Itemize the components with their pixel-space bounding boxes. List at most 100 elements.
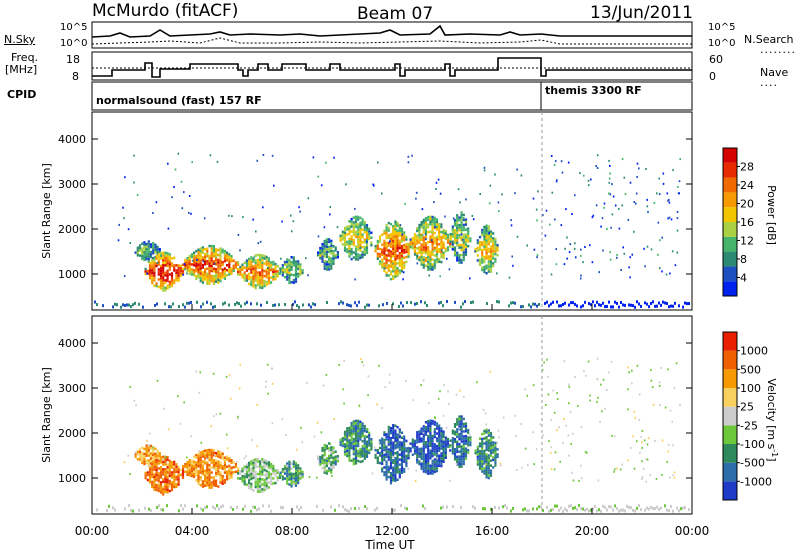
echo-cell bbox=[487, 267, 490, 271]
echo-cell bbox=[180, 180, 183, 183]
echo-cell bbox=[210, 264, 213, 268]
echo-cell bbox=[228, 255, 231, 259]
echo-cell bbox=[217, 261, 220, 264]
echo-cell bbox=[670, 304, 672, 308]
echo-cell bbox=[403, 440, 406, 443]
echo-cell bbox=[272, 464, 275, 468]
echo-cell bbox=[422, 462, 425, 466]
echo-cell bbox=[478, 444, 482, 448]
echo-cell bbox=[422, 261, 425, 264]
echo-cell bbox=[157, 462, 160, 465]
echo-cell bbox=[146, 478, 149, 482]
echo-cell bbox=[148, 432, 151, 435]
echo-cell bbox=[392, 267, 395, 270]
echo-cell bbox=[230, 272, 233, 275]
echo-cell bbox=[609, 251, 611, 254]
echo-cell bbox=[204, 270, 207, 273]
echo-cell bbox=[219, 478, 222, 482]
echo-cell bbox=[193, 463, 196, 466]
echo-cell bbox=[394, 444, 397, 447]
echo-cell bbox=[396, 446, 399, 449]
echo-cell bbox=[481, 231, 484, 234]
echo-cell bbox=[152, 242, 155, 245]
echo-cell bbox=[217, 266, 220, 269]
echo-cell bbox=[241, 480, 244, 483]
echo-cell bbox=[635, 202, 637, 205]
echo-cell bbox=[474, 250, 476, 253]
echo-cell bbox=[145, 444, 148, 447]
echo-cell bbox=[348, 247, 351, 251]
echo-cell bbox=[281, 264, 284, 267]
echo-cell bbox=[279, 270, 282, 273]
echo-cell bbox=[153, 269, 156, 272]
echo-cell bbox=[435, 469, 439, 473]
echo-cell bbox=[254, 458, 257, 461]
echo-cell bbox=[186, 262, 189, 265]
echo-cell bbox=[292, 281, 295, 284]
echo-cell bbox=[374, 508, 376, 512]
echo-cell bbox=[403, 470, 406, 473]
echo-cell bbox=[259, 467, 262, 471]
echo-cell bbox=[259, 480, 262, 483]
echo-cell bbox=[223, 259, 226, 263]
echo-cell bbox=[639, 451, 641, 454]
echo-cell bbox=[226, 447, 229, 450]
echo-cell bbox=[199, 264, 202, 268]
echo-cell bbox=[492, 257, 495, 260]
echo-cell bbox=[243, 472, 246, 476]
echo-cell bbox=[424, 431, 428, 434]
echo-cell bbox=[552, 300, 554, 304]
x-tick-label: 20:00 bbox=[575, 524, 610, 538]
echo-cell bbox=[228, 477, 231, 480]
echo-cell bbox=[624, 509, 626, 513]
echo-cell bbox=[476, 259, 479, 262]
echo-cell bbox=[208, 279, 211, 283]
echo-cell bbox=[199, 257, 202, 260]
echo-cell bbox=[392, 454, 395, 457]
echo-cell bbox=[352, 420, 355, 423]
echo-cell bbox=[454, 300, 456, 304]
echo-cell bbox=[120, 305, 122, 309]
echo-cell bbox=[259, 487, 262, 491]
echo-cell bbox=[413, 233, 417, 236]
echo-cell bbox=[496, 249, 499, 252]
echo-cell bbox=[154, 457, 157, 461]
echo-cell bbox=[361, 449, 364, 453]
echo-cell bbox=[544, 234, 547, 237]
echo-cell bbox=[172, 302, 174, 306]
echo-cell bbox=[424, 252, 428, 255]
echo-cell bbox=[342, 388, 345, 391]
echo-cell bbox=[143, 462, 146, 466]
echo-cell bbox=[155, 473, 158, 477]
echo-cell bbox=[392, 474, 395, 477]
echo-cell bbox=[299, 210, 301, 213]
echo-cell bbox=[442, 430, 445, 433]
echo-cell bbox=[584, 300, 586, 304]
echo-cell bbox=[650, 248, 653, 251]
echo-cell bbox=[646, 245, 649, 248]
echo-cell bbox=[431, 263, 434, 266]
echo-cell bbox=[405, 235, 408, 239]
echo-cell bbox=[363, 230, 366, 234]
echo-cell bbox=[164, 470, 167, 474]
echo-cell bbox=[488, 202, 491, 205]
echo-cell bbox=[348, 439, 351, 442]
echo-cell bbox=[328, 255, 331, 259]
echo-cell bbox=[217, 460, 220, 463]
echo-cell bbox=[464, 424, 468, 428]
echo-cell bbox=[451, 432, 454, 435]
echo-cell bbox=[363, 439, 366, 443]
echo-cell bbox=[400, 456, 404, 459]
echo-cell bbox=[460, 415, 463, 418]
echo-cell bbox=[435, 439, 439, 443]
echo-cell bbox=[400, 265, 404, 268]
echo-cell bbox=[215, 263, 218, 266]
echo-cell bbox=[208, 458, 211, 462]
echo-cell bbox=[440, 255, 443, 259]
echo-cell bbox=[641, 441, 643, 444]
echo-cell bbox=[321, 260, 324, 263]
echo-cell bbox=[420, 462, 423, 465]
echo-cell bbox=[188, 195, 191, 197]
echo-cell bbox=[321, 461, 324, 465]
